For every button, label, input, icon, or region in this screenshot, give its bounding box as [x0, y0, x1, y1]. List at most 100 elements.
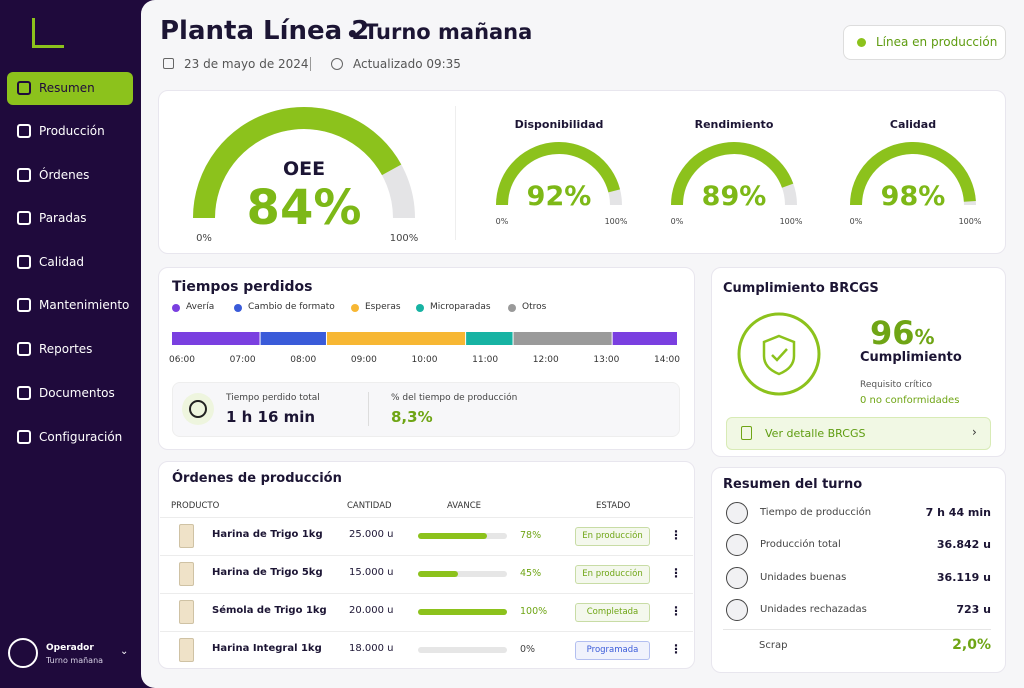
- scrap-divider: [723, 629, 991, 630]
- progress-track: [418, 571, 507, 577]
- title: Planta Línea 2: [160, 16, 370, 46]
- quantity: 25.000 u: [349, 529, 394, 540]
- lost-time-title: Tiempos perdidos: [172, 279, 313, 295]
- shift-label: Producción total: [760, 539, 841, 550]
- nav-item[interactable]: Paradas: [39, 211, 87, 225]
- nav-item[interactable]: Producción: [39, 124, 105, 138]
- user-menu[interactable]: ⌄: [120, 646, 129, 657]
- shift-label: Scrap: [759, 640, 788, 651]
- quantity: 20.000 u: [349, 605, 394, 616]
- summary-divider: [368, 392, 369, 426]
- product-image: [179, 562, 194, 586]
- product: Harina de Trigo 1kg: [212, 529, 323, 540]
- lost-summary: [172, 382, 680, 437]
- share-label: % del tiempo de producción: [391, 393, 518, 403]
- progress-label: 0%: [520, 644, 536, 655]
- legend-label: Cambio de formato: [248, 302, 335, 312]
- quantity: 18.000 u: [349, 643, 394, 654]
- shift-label: Unidades buenas: [760, 572, 847, 583]
- status-pill: Completada: [575, 603, 650, 622]
- row-menu[interactable]: ⋮: [670, 566, 682, 580]
- legend-dot: [234, 304, 242, 312]
- shift-value: 7 h 44 min: [925, 506, 991, 519]
- shift-label: Unidades rechazadas: [760, 604, 867, 615]
- product-image: [179, 638, 194, 662]
- nav-item[interactable]: Calidad: [39, 255, 84, 269]
- gauge-value-label: 92%: [526, 181, 592, 212]
- legend-label: Esperas: [365, 302, 401, 312]
- brcgs-title: Cumplimiento BRCGS: [723, 281, 879, 296]
- row-divider: [160, 555, 693, 556]
- nav-item[interactable]: Configuración: [39, 430, 123, 444]
- product-image: [179, 600, 194, 624]
- gauge-max: 100%: [604, 217, 628, 226]
- dot: •: [346, 22, 359, 46]
- chevron: ›: [972, 425, 977, 439]
- shift-label: Tiempo de producción: [760, 507, 872, 518]
- nav-item[interactable]: Documentos: [39, 386, 115, 400]
- gauge-value-label: 89%: [701, 181, 767, 212]
- column-header: AVANCE: [447, 501, 482, 511]
- clock-icon: [331, 58, 343, 70]
- avatar: [8, 638, 38, 668]
- brcgs-link[interactable]: [726, 417, 991, 450]
- orders-card: [158, 461, 695, 669]
- row-menu[interactable]: ⋮: [670, 604, 682, 618]
- legend-dot: [172, 304, 180, 312]
- gauge-value-label: 98%: [880, 181, 946, 212]
- nav-icon: [17, 386, 31, 400]
- row-divider: [160, 631, 693, 632]
- column-header: PRODUCTO: [171, 501, 220, 511]
- time-label: 12:00: [532, 355, 559, 365]
- brcgs-value: 96%: [870, 314, 935, 352]
- nav-icon: [17, 168, 31, 182]
- nav-icon: [17, 255, 31, 269]
- shift-value: 36.119 u: [936, 571, 991, 584]
- gauge-min: 0%: [670, 217, 684, 226]
- gauge-max: 100%: [779, 217, 803, 226]
- row-divider: [160, 517, 693, 518]
- nav-icon: [17, 342, 31, 356]
- progress-track: [418, 647, 507, 653]
- unit: %: [914, 325, 935, 349]
- gauge-value-label: 84%: [246, 180, 362, 236]
- progress-label: 78%: [520, 530, 542, 541]
- status-button[interactable]: [843, 25, 1006, 60]
- status-pill: En producción: [575, 565, 650, 584]
- time-label: 11:00: [472, 355, 499, 365]
- gauge-min: 0%: [196, 233, 212, 244]
- progress-bar: [418, 533, 488, 539]
- gauge-label: Disponibilidad: [514, 118, 604, 131]
- row-menu[interactable]: ⋮: [670, 642, 682, 656]
- gauge-min: 0%: [495, 217, 509, 226]
- oee-divider: [455, 106, 456, 240]
- legend-dot: [508, 304, 516, 312]
- row-menu[interactable]: ⋮: [670, 528, 682, 542]
- critical-label: Requisito crítico: [860, 380, 933, 390]
- legend-dot: [351, 304, 359, 312]
- progress-label: 100%: [520, 606, 548, 617]
- logo: [32, 18, 64, 48]
- legend-dot: [416, 304, 424, 312]
- column-header: CANTIDAD: [347, 501, 392, 511]
- nav-item[interactable]: Mantenimiento: [39, 298, 130, 312]
- shift-title: Resumen del turno: [723, 477, 863, 492]
- status-pill: En producción: [575, 527, 650, 546]
- nav-active[interactable]: [7, 72, 133, 105]
- time-label: 07:00: [229, 355, 256, 365]
- legend-label: Microparadas: [430, 302, 491, 312]
- time-label: 10:00: [411, 355, 438, 365]
- time-label: 06:00: [169, 355, 195, 365]
- gauge-min: 0%: [849, 217, 863, 226]
- time-label: 08:00: [290, 355, 317, 365]
- progress-label: 45%: [520, 568, 542, 579]
- nav-item[interactable]: Órdenes: [39, 168, 90, 182]
- time-label: 09:00: [350, 355, 377, 365]
- nav-item[interactable]: Resumen: [39, 81, 95, 95]
- progress-bar: [418, 609, 507, 615]
- row-icon: [726, 502, 748, 524]
- status-dot: [857, 38, 866, 47]
- shift-value: 36.842 u: [936, 538, 991, 551]
- nav-item[interactable]: Reportes: [39, 342, 93, 356]
